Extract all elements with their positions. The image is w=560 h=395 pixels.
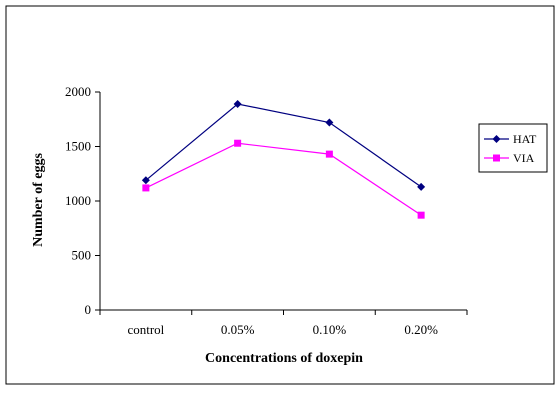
x-tick-label: 0.20% bbox=[404, 322, 438, 337]
y-tick-label: 0 bbox=[85, 302, 92, 317]
data-point-hat bbox=[233, 99, 242, 108]
y-axis-title: Number of eggs bbox=[31, 153, 46, 247]
legend-box bbox=[478, 123, 548, 173]
series-line-via bbox=[145, 142, 422, 216]
data-point-via bbox=[234, 139, 242, 147]
series-line-hat bbox=[145, 103, 422, 188]
y-tick-label: 1000 bbox=[65, 193, 91, 208]
x-axis-title: Concentrations of doxepin bbox=[205, 351, 363, 366]
y-tick-label: 500 bbox=[72, 248, 92, 263]
chart-border bbox=[5, 5, 555, 385]
legend-item-hat: HAT bbox=[484, 132, 537, 146]
legend-label: HAT bbox=[513, 132, 537, 146]
series-via bbox=[142, 139, 425, 219]
axes: 0 500 1000 1500 2000 control 0.05% 0.10% 0.20% bbox=[65, 84, 468, 337]
data-point-hat bbox=[141, 176, 150, 185]
legend-item-via: VIA bbox=[484, 151, 535, 165]
legend: HAT VIA bbox=[478, 123, 548, 173]
x-tick-label: control bbox=[127, 322, 164, 337]
series-hat bbox=[141, 99, 426, 191]
series-layer bbox=[141, 99, 426, 219]
x-tick-label: 0.05% bbox=[221, 322, 255, 337]
legend-swatch-marker bbox=[493, 154, 500, 162]
data-point-hat bbox=[325, 118, 334, 127]
data-point-via bbox=[417, 211, 425, 219]
data-point-via bbox=[142, 184, 150, 192]
x-tick-label: 0.10% bbox=[313, 322, 347, 337]
y-tick-label: 1500 bbox=[65, 139, 91, 154]
legend-label: VIA bbox=[513, 151, 535, 165]
data-point-via bbox=[325, 150, 333, 158]
y-tick-label: 2000 bbox=[65, 84, 91, 99]
data-point-hat bbox=[417, 182, 426, 191]
legend-swatch-marker bbox=[492, 135, 501, 143]
